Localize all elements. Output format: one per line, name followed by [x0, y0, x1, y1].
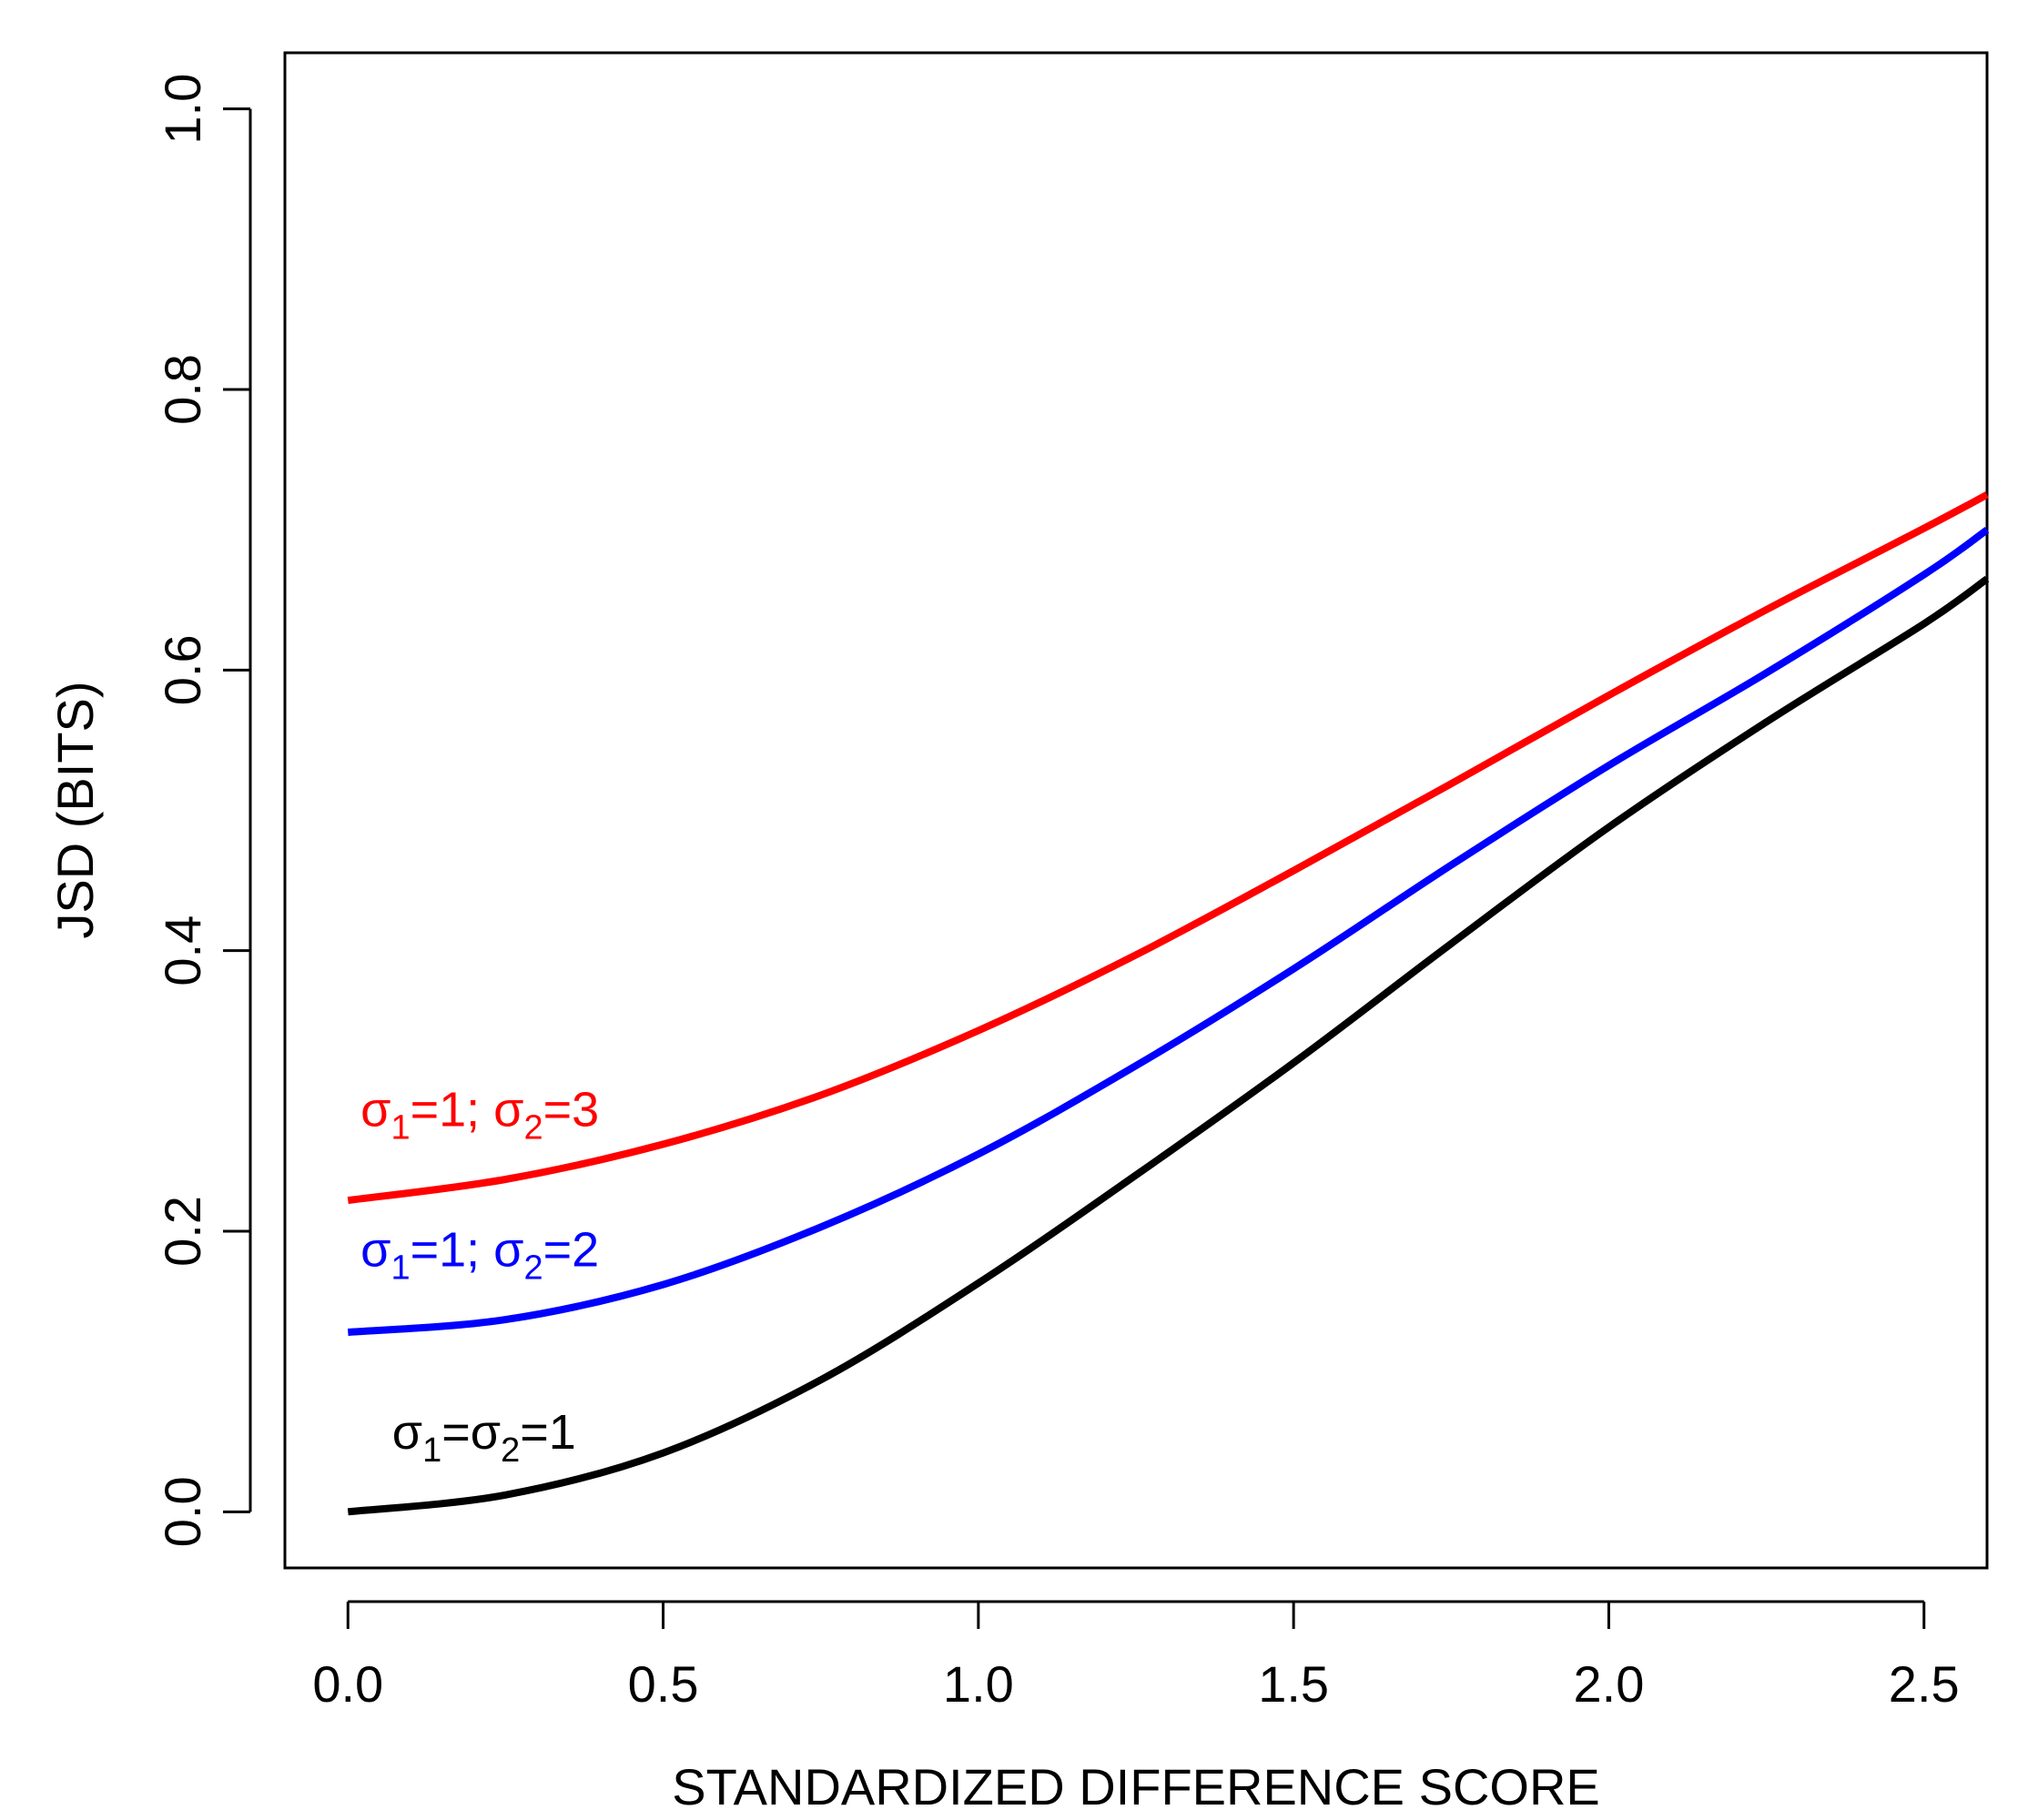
series-line-1	[347, 491, 1989, 1205]
y-tick-label: 0.6	[154, 634, 211, 705]
y-tick-label: 0.2	[154, 1196, 211, 1267]
series-line-3	[347, 575, 1990, 1516]
series-annotations: σ1=1; σ2=3 σ1=1; σ2=2 σ1=σ2=1	[360, 1082, 599, 1470]
y-tick-label: 0.4	[154, 915, 211, 986]
plot-frame	[283, 51, 1989, 1570]
y-axis-title: JSD (BITS)	[46, 681, 104, 938]
x-tick-label: 2.5	[1889, 1655, 1960, 1713]
y-tick-label: 0.0	[154, 1476, 211, 1547]
y-tick-label: 1.0	[154, 74, 211, 145]
series-label-2: σ1=1; σ2=2	[360, 1223, 599, 1288]
x-tick-label: 1.5	[1258, 1655, 1329, 1713]
x-axis-title: STANDARDIZED DIFFERENCE SCORE	[672, 1758, 1599, 1815]
series-label-1: σ1=1; σ2=3	[360, 1082, 599, 1147]
series-line-2	[347, 526, 1990, 1336]
y-axis: 0.0 0.2 0.4 0.6 0.8 1.0	[154, 74, 252, 1547]
x-tick-label: 0.0	[312, 1655, 383, 1713]
x-tick-label: 1.0	[943, 1655, 1014, 1713]
x-axis: 0.0 0.5 1.0 1.5 2.0 2.5	[312, 1600, 1960, 1713]
x-tick-label: 0.5	[628, 1655, 699, 1713]
series-label-3: σ1=σ2=1	[392, 1405, 576, 1470]
x-tick-label: 2.0	[1574, 1655, 1645, 1713]
series-layer	[347, 491, 1990, 1516]
y-tick-label: 0.8	[154, 354, 211, 425]
